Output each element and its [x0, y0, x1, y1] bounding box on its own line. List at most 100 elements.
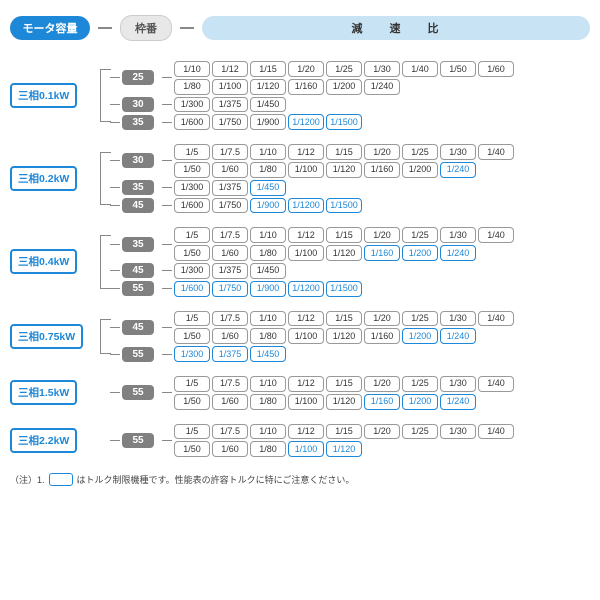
ratio-row: 1/51/7.51/101/121/151/201/251/301/40	[174, 227, 514, 243]
ratio-cell: 1/60	[212, 441, 248, 457]
ratio-cell: 1/30	[440, 144, 476, 160]
connector	[162, 354, 172, 355]
frame-tag: 45	[122, 198, 154, 213]
ratio-cell: 1/450	[250, 346, 286, 362]
ratio-cell: 1/240	[440, 328, 476, 344]
ratio-cell: 1/60	[478, 61, 514, 77]
ratio-cell: 1/100	[288, 245, 324, 261]
connector	[110, 122, 120, 123]
connector	[162, 288, 172, 289]
ratio-row: 1/501/601/801/1001/1201/1601/2001/240	[174, 328, 514, 344]
ratio-cell: 1/120	[250, 79, 286, 95]
ratio-cell: 1/50	[174, 441, 210, 457]
ratio-row: 1/3001/3751/450	[174, 263, 286, 279]
ratio-cell: 1/200	[402, 328, 438, 344]
ratio-cell: 1/600	[174, 198, 210, 214]
ratio-cell: 1/80	[250, 328, 286, 344]
ratio-cell: 1/12	[212, 61, 248, 77]
ratio-cell: 1/7.5	[212, 424, 248, 440]
ratio-cell: 1/20	[364, 376, 400, 392]
frame-row: 351/6001/7501/9001/12001/1500	[110, 114, 590, 130]
ratio-cell: 1/15	[326, 227, 362, 243]
ratio-cell: 1/240	[440, 162, 476, 178]
ratio-cell: 1/5	[174, 227, 210, 243]
frame-tag: 55	[122, 281, 154, 296]
ratio-cell: 1/240	[440, 394, 476, 410]
ratio-cell: 1/1200	[288, 114, 324, 130]
ratio-cell: 1/60	[212, 328, 248, 344]
motor-group: 三相0.4kW351/51/7.51/101/121/151/201/251/3…	[10, 227, 590, 296]
ratio-cell: 1/15	[326, 144, 362, 160]
ratio-row: 1/801/1001/1201/1601/2001/240	[174, 79, 514, 95]
ratio-row: 1/6001/7501/9001/12001/1500	[174, 198, 362, 214]
ratio-cell: 1/1500	[326, 114, 362, 130]
ratio-cell: 1/40	[478, 311, 514, 327]
ratio-cell: 1/12	[288, 144, 324, 160]
ratio-cell: 1/120	[326, 394, 362, 410]
motor-group: 三相2.2kW551/51/7.51/101/121/151/201/251/3…	[10, 424, 590, 458]
motor-label: 三相0.2kW	[10, 166, 77, 191]
ratio-cell: 1/750	[212, 281, 248, 297]
ratio-cell: 1/25	[402, 311, 438, 327]
connector	[110, 205, 120, 206]
ratio-cell: 1/60	[212, 162, 248, 178]
ratio-cell: 1/25	[402, 227, 438, 243]
ratio-cell: 1/50	[440, 61, 476, 77]
note-color-box	[49, 473, 73, 486]
ratio-cell: 1/1200	[288, 281, 324, 297]
ratio-row: 1/3001/3751/450	[174, 97, 286, 113]
ratio-cell: 1/160	[364, 328, 400, 344]
ratio-cell: 1/375	[212, 180, 248, 196]
connector	[98, 27, 112, 29]
ratio-cell: 1/50	[174, 328, 210, 344]
frame-tag: 35	[122, 115, 154, 130]
ratio-cell: 1/600	[174, 114, 210, 130]
connector	[110, 392, 120, 393]
ratio-row: 1/51/7.51/101/121/151/201/251/301/40	[174, 424, 514, 440]
connector	[162, 160, 172, 161]
ratio-cell: 1/25	[402, 144, 438, 160]
ratio-row: 1/501/601/801/1001/1201/1601/2001/240	[174, 162, 514, 178]
ratio-cell: 1/20	[364, 144, 400, 160]
ratio-cell: 1/10	[250, 311, 286, 327]
ratio-row: 1/3001/3751/450	[174, 346, 286, 362]
ratio-row: 1/3001/3751/450	[174, 180, 286, 196]
ratio-cell: 1/30	[364, 61, 400, 77]
frame-tag: 55	[122, 347, 154, 362]
ratio-cell: 1/750	[212, 198, 248, 214]
frame-row: 301/3001/3751/450	[110, 97, 590, 113]
motor-group: 三相0.75kW451/51/7.51/101/121/151/201/251/…	[10, 311, 590, 362]
ratio-cell: 1/1200	[288, 198, 324, 214]
ratio-cell: 1/10	[250, 227, 286, 243]
ratio-cell: 1/100	[288, 162, 324, 178]
frame-tag: 30	[122, 153, 154, 168]
connector	[180, 27, 194, 29]
ratio-cell: 1/40	[478, 424, 514, 440]
ratio-cell: 1/15	[326, 424, 362, 440]
ratio-cell: 1/100	[288, 441, 324, 457]
ratio-cell: 1/900	[250, 198, 286, 214]
note-prefix: （注）1.	[10, 473, 45, 486]
ratio-cell: 1/60	[212, 245, 248, 261]
ratio-cell: 1/900	[250, 114, 286, 130]
connector	[162, 392, 172, 393]
ratio-cell: 1/30	[440, 227, 476, 243]
ratio-cell: 1/20	[288, 61, 324, 77]
ratio-cell: 1/12	[288, 311, 324, 327]
connector	[162, 327, 172, 328]
ratio-cell: 1/160	[364, 162, 400, 178]
header-ratio: 減 速 比	[202, 16, 590, 40]
ratio-cell: 1/375	[212, 346, 248, 362]
connector	[110, 160, 120, 161]
frame-row: 301/51/7.51/101/121/151/201/251/301/401/…	[110, 144, 590, 178]
connector	[110, 104, 120, 105]
ratio-cell: 1/40	[478, 227, 514, 243]
frame-row: 551/6001/7501/9001/12001/1500	[110, 281, 590, 297]
ratio-cell: 1/12	[288, 376, 324, 392]
ratio-cell: 1/12	[288, 227, 324, 243]
ratio-cell: 1/10	[250, 144, 286, 160]
header-motor: モータ容量	[10, 16, 90, 40]
ratio-cell: 1/100	[288, 328, 324, 344]
connector	[162, 122, 172, 123]
ratio-cell: 1/30	[440, 376, 476, 392]
